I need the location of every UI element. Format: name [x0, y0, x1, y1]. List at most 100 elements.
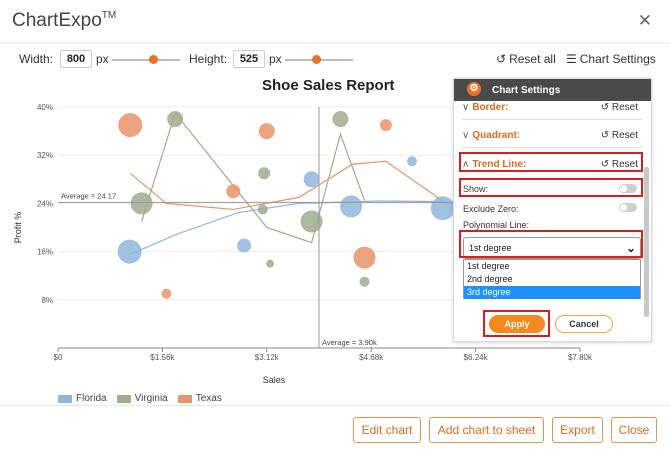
data-point-virginia [300, 210, 323, 233]
add-chart-to-sheet-button[interactable]: Add chart to sheet [429, 417, 544, 443]
data-point-florida [407, 156, 418, 167]
x-tick-label: $0 [54, 353, 63, 362]
close-button[interactable]: Close [611, 417, 657, 443]
polynomial-selected-value: 1st degree [469, 243, 512, 253]
footer-bar: Edit chart Add chart to sheet Export Clo… [0, 405, 670, 458]
legend-swatch-florida [58, 394, 72, 403]
apply-button[interactable]: Apply [489, 315, 545, 333]
legend-item-florida[interactable]: Florida [58, 393, 107, 404]
width-input[interactable]: 800 [60, 50, 92, 68]
trend-lines [129, 111, 447, 256]
scatter-chart: 8% 16% 24% 32% 40% $0 $1.56k $3.12k $4.68k $6.24k… [13, 103, 593, 385]
legend-item-texas[interactable]: Texas [177, 393, 222, 404]
width-slider-knob[interactable] [149, 55, 158, 64]
x-tick-label: $6.24k [464, 353, 489, 362]
exclude-zero-toggle[interactable] [619, 203, 637, 212]
chevron-down-icon: ⌄ [625, 241, 636, 255]
x-axis-title: Sales [263, 375, 286, 385]
height-unit: px [269, 52, 282, 66]
height-input[interactable]: 525 [233, 50, 265, 68]
divider [462, 147, 642, 148]
section-border[interactable]: ∨ Border: ↺ Reset [462, 102, 638, 113]
polynomial-select[interactable]: 1st degree ⌄ [463, 237, 641, 259]
border-reset-button[interactable]: ↺ Reset [600, 102, 638, 113]
legend-swatch-texas [177, 394, 192, 403]
quadrant-reset-label: Reset [611, 130, 638, 141]
y-tick-label: 16% [37, 248, 53, 257]
data-point-virginia [130, 192, 153, 215]
data-point-virginia [266, 259, 275, 268]
y-tick-label: 24% [37, 199, 53, 208]
quadrant-reset-button[interactable]: ↺ Reset [600, 130, 638, 141]
width-unit: px [96, 52, 109, 66]
data-point-texas [118, 113, 143, 138]
section-trend-line[interactable]: ∧ Trend Line: ↺ Reset [462, 159, 638, 170]
data-point-virginia [359, 276, 370, 287]
dropdown-option[interactable]: 3rd degree [464, 286, 640, 299]
cancel-button[interactable]: Cancel [555, 315, 613, 333]
data-point-texas [161, 288, 172, 299]
x-tick-label: $1.56k [150, 353, 175, 362]
axes [57, 347, 581, 352]
gear-icon: ⚙ [467, 82, 481, 96]
data-point-florida [430, 196, 455, 221]
axis-labels: 8% 16% 24% 32% 40% $0 $1.56k $3.12k $4.68k $6.24k… [13, 103, 593, 385]
data-point-florida [340, 195, 363, 218]
y-tick-label: 40% [37, 103, 53, 112]
trend-line-reset-label: Reset [611, 159, 638, 170]
chart-settings-panel: ⚙ Chart Settings ∨ Border: ↺ Reset ∨ Quadra… [453, 78, 652, 342]
data-point-texas [258, 123, 275, 140]
reset-icon: ↺ [496, 52, 507, 66]
trend-line-virginia [141, 111, 366, 244]
show-toggle[interactable] [619, 184, 637, 193]
trend-line-florida [129, 200, 447, 256]
x-tick-label: $3.12k [255, 353, 280, 362]
height-slider-knob[interactable] [312, 55, 321, 64]
export-button[interactable]: Export [552, 417, 603, 443]
edit-chart-button[interactable]: Edit chart [353, 417, 421, 443]
size-toolbar: Width: 800 px Height: 525 px ↺ Reset all … [0, 48, 670, 72]
divider [462, 119, 642, 120]
chevron-down-icon: ∨ [462, 130, 470, 141]
legend-swatch-virginia [116, 394, 131, 403]
section-border-label: Border: [472, 102, 509, 113]
exclude-zero-label: Exclude Zero: [463, 204, 519, 214]
data-point-virginia [167, 111, 184, 128]
height-label: Height: [189, 52, 228, 66]
chart-settings-label: Chart Settings [579, 52, 656, 66]
width-slider[interactable] [112, 55, 180, 64]
height-slider[interactable] [285, 55, 353, 64]
section-quadrant[interactable]: ∨ Quadrant: ↺ Reset [462, 130, 638, 141]
dropdown-option[interactable]: 1st degree [467, 261, 510, 271]
data-point-virginia [257, 204, 268, 215]
close-icon[interactable]: ✕ [637, 11, 652, 30]
legend-item-virginia[interactable]: Virginia [116, 393, 168, 404]
legend-label-virginia: Virginia [134, 393, 168, 404]
data-point-texas [379, 119, 392, 132]
x-tick-label: $4.68k [359, 353, 384, 362]
data-point-florida [237, 238, 252, 253]
legend-label-florida: Florida [76, 393, 107, 404]
chevron-up-icon: ∧ [462, 159, 470, 170]
y-tick-label: 8% [41, 296, 53, 305]
section-quadrant-label: Quadrant: [472, 130, 521, 141]
reset-all-label: Reset all [509, 52, 556, 66]
chart-settings-button[interactable]: ☰ Chart Settings [566, 52, 656, 66]
dropdown-option[interactable]: 2nd degree [467, 274, 513, 284]
average-y-label: Average = 24.17 [61, 191, 116, 200]
legend-label-texas: Texas [195, 393, 222, 404]
reset-all-button[interactable]: ↺ Reset all [496, 52, 556, 66]
chevron-down-icon: ∨ [462, 102, 470, 113]
y-axis-title: Profit % [13, 212, 23, 244]
border-reset-label: Reset [611, 102, 638, 113]
panel-scrollbar[interactable] [644, 167, 649, 317]
trend-line-reset-button[interactable]: ↺ Reset [600, 159, 638, 170]
data-point-virginia [258, 167, 271, 180]
data-point-virginia [332, 111, 349, 128]
chart-legend: Florida Virginia Texas [58, 393, 222, 404]
data-point-florida [303, 171, 320, 188]
panel-header: ⚙ Chart Settings [454, 79, 651, 101]
data-point-texas [353, 246, 376, 269]
y-tick-label: 32% [37, 151, 53, 160]
polynomial-dropdown: 1st degree 2nd degree 3rd degree [463, 259, 641, 299]
